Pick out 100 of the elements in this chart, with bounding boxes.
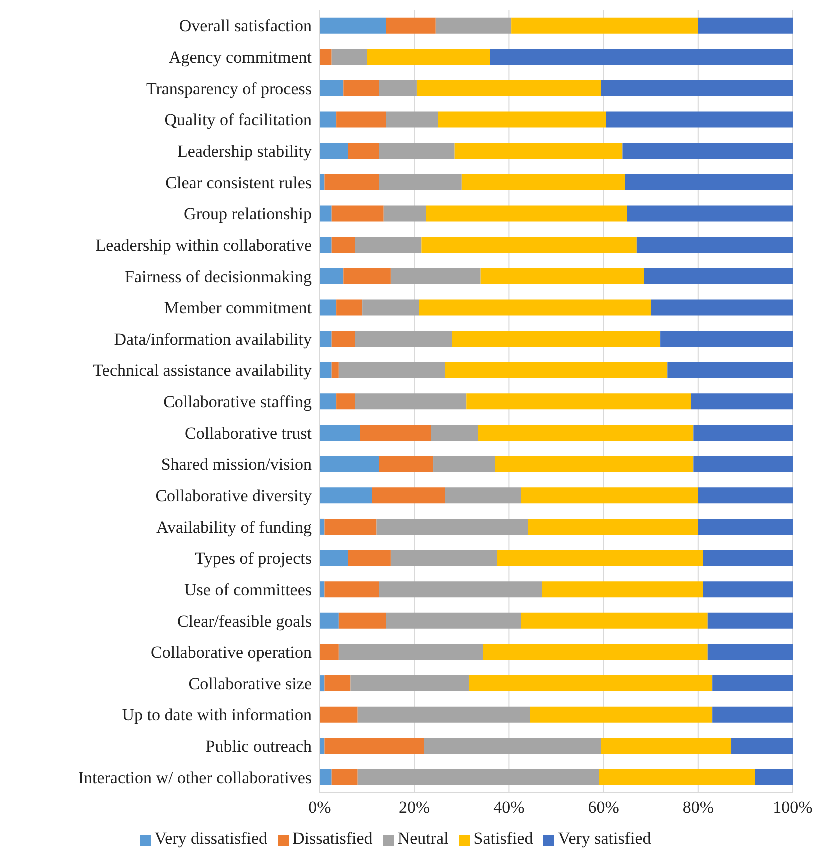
- bar: [320, 488, 372, 504]
- bar: [386, 612, 522, 629]
- y-tick-label: Collaborative staffing: [164, 392, 312, 412]
- bar: [530, 706, 713, 723]
- bar: [320, 676, 325, 692]
- bar: [431, 424, 478, 441]
- y-tick-label: Use of committees: [184, 580, 312, 600]
- bar: [379, 143, 455, 160]
- bar: [625, 174, 793, 190]
- bar: [599, 770, 756, 786]
- x-tick-label: 100%: [773, 798, 813, 818]
- bar: [332, 206, 384, 222]
- bar: [320, 18, 386, 34]
- bar: [390, 268, 481, 284]
- bar: [348, 550, 391, 566]
- bar: [320, 206, 332, 222]
- bar: [668, 362, 793, 378]
- y-tick-label: Technical assistance availability: [93, 361, 312, 380]
- bar: [320, 612, 339, 629]
- bar: [497, 550, 704, 566]
- bar: [606, 112, 793, 128]
- bar: [320, 550, 348, 566]
- bar: [324, 738, 424, 754]
- bar: [320, 174, 325, 190]
- legend-label: Dissatisfied: [292, 829, 373, 848]
- bar: [320, 49, 332, 66]
- y-tick-label: Agency commitment: [168, 48, 312, 68]
- bar: [601, 738, 732, 754]
- y-tick-label: Collaborative trust: [184, 424, 312, 443]
- bar: [462, 174, 626, 190]
- bar: [320, 706, 358, 723]
- bar: [542, 582, 704, 598]
- bar: [320, 331, 332, 348]
- bar: [324, 174, 380, 190]
- x-tick-label: 40%: [494, 798, 525, 818]
- bar: [372, 488, 446, 504]
- x-tick-label: 80%: [682, 798, 714, 818]
- bar: [386, 112, 438, 128]
- bar: [320, 112, 337, 128]
- bar: [708, 612, 793, 629]
- legend-label: Neutral: [398, 829, 449, 848]
- bar: [336, 300, 363, 316]
- bar: [336, 112, 386, 128]
- bar: [712, 676, 793, 692]
- bar: [344, 80, 380, 96]
- bar: [320, 738, 325, 754]
- bar: [367, 49, 490, 66]
- bar: [703, 550, 793, 566]
- bar: [512, 18, 698, 34]
- bar: [320, 237, 332, 254]
- y-tick-label: Collaborative operation: [151, 643, 312, 662]
- bar: [344, 268, 391, 284]
- bar: [521, 612, 708, 629]
- bar: [755, 770, 793, 786]
- bar: [379, 456, 434, 472]
- y-tick-label: Types of projects: [195, 549, 312, 568]
- bar: [355, 394, 467, 410]
- bar: [651, 300, 793, 316]
- bar: [332, 362, 339, 378]
- bar: [379, 582, 542, 598]
- bar: [424, 738, 602, 754]
- legend-label: Very dissatisfied: [154, 829, 268, 848]
- legend-label: Satisfied: [474, 829, 534, 848]
- x-tick-label: 20%: [399, 798, 430, 818]
- bar: [320, 518, 325, 535]
- bar: [355, 237, 422, 254]
- bar: [348, 143, 380, 160]
- bar: [416, 80, 602, 96]
- bar: [466, 394, 692, 410]
- bar: [362, 300, 420, 316]
- bar: [384, 206, 426, 222]
- y-tick-label: Overall satisfaction: [179, 16, 312, 36]
- bar: [627, 206, 793, 222]
- bar: [324, 518, 377, 535]
- bar: [660, 331, 793, 348]
- y-tick-label: Collaborative size: [188, 674, 312, 694]
- y-tick-label: Leadership stability: [177, 142, 312, 161]
- bar: [320, 456, 380, 472]
- bar: [636, 237, 793, 254]
- y-tick-label: Member commitment: [164, 298, 312, 318]
- bar: [601, 80, 793, 96]
- bar: [320, 268, 344, 284]
- bar: [521, 488, 698, 504]
- y-tick-label: Transparency of process: [146, 79, 312, 98]
- y-tick-label: Availability of funding: [156, 518, 312, 537]
- bar: [445, 362, 668, 378]
- bar: [379, 80, 417, 96]
- bar: [320, 80, 344, 96]
- bar: [324, 676, 351, 692]
- bar: [355, 331, 452, 348]
- bar: [376, 518, 528, 535]
- bar: [320, 394, 337, 410]
- bar: [454, 143, 623, 160]
- bar: [320, 143, 348, 160]
- y-tick-label: Interaction w/ other collaboratives: [78, 768, 312, 788]
- y-tick-label: Group relationship: [184, 204, 312, 224]
- bar: [694, 424, 793, 441]
- bar: [320, 300, 337, 316]
- bar: [379, 174, 462, 190]
- bar: [445, 488, 522, 504]
